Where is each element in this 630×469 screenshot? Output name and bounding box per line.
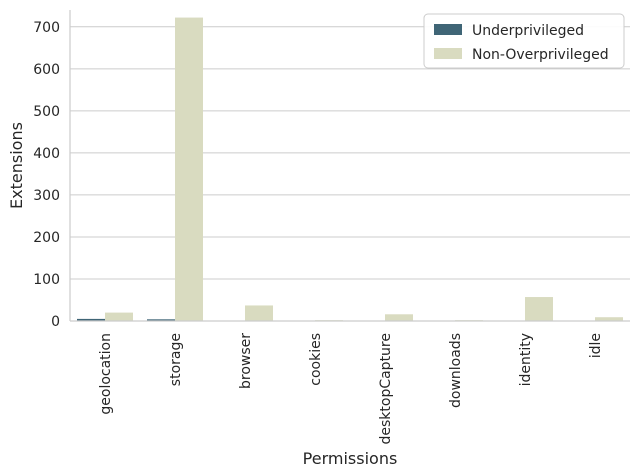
- y-tick-label: 0: [51, 314, 60, 330]
- x-tick-label: cookies: [308, 333, 324, 386]
- legend-box: [423, 13, 625, 69]
- y-tick-label: 200: [33, 230, 60, 246]
- y-tick-label: 400: [33, 146, 60, 162]
- y-tick-label: 700: [33, 20, 60, 36]
- x-axis-label: Permissions: [303, 449, 398, 468]
- x-tick-label: storage: [168, 333, 184, 386]
- legend-swatch: [434, 24, 462, 35]
- bars: [77, 17, 623, 321]
- bar-underprivileged-geolocation: [77, 318, 105, 321]
- y-tick-label: 500: [33, 104, 60, 120]
- bar-non-overprivileged-geolocation: [105, 312, 133, 321]
- bar-non-overprivileged-desktopcapture: [385, 314, 413, 321]
- x-tick-label: browser: [238, 333, 254, 389]
- y-tick-label: 600: [33, 62, 60, 78]
- bar-underprivileged-storage: [147, 319, 175, 321]
- x-tick-label: desktopCapture: [378, 333, 394, 445]
- axes: [69, 10, 630, 322]
- x-tick-labels: geolocation storage browser cookies desktopC…: [98, 333, 604, 445]
- y-tick-label: 100: [33, 272, 60, 288]
- y-axis-label: Extensions: [7, 122, 26, 209]
- gridlines: [70, 26, 630, 322]
- legend: Underprivileged Non-Overprivileged: [423, 13, 625, 69]
- x-tick-label: downloads: [448, 333, 464, 408]
- legend-label: Underprivileged: [472, 23, 584, 39]
- y-tick-label: 300: [33, 188, 60, 204]
- y-tick-labels: 0 100 200 300 400 500 600 700: [33, 20, 60, 330]
- bar-non-overprivileged-storage: [175, 17, 203, 321]
- bar-non-overprivileged-idle: [595, 317, 623, 321]
- legend-swatch: [434, 48, 462, 59]
- bar-non-overprivileged-identity: [525, 297, 553, 321]
- x-tick-label: identity: [518, 333, 534, 386]
- x-tick-label: idle: [588, 333, 604, 358]
- x-tick-label: geolocation: [98, 333, 114, 415]
- legend-label: Non-Overprivileged: [472, 47, 609, 63]
- bar-non-overprivileged-browser: [245, 305, 273, 321]
